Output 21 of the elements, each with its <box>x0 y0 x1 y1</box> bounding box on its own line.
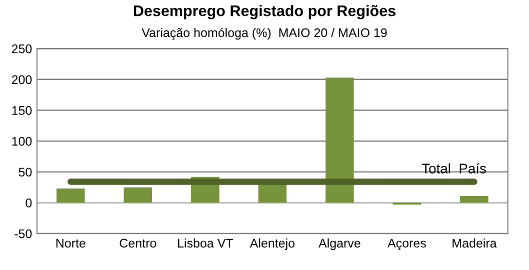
chart-title: Desemprego Registado por Regiões <box>134 4 396 20</box>
y-tick-label: -50 <box>14 229 32 238</box>
ref-line-label: Total País <box>422 163 486 174</box>
x-tick-label: Norte <box>56 238 86 248</box>
x-tick-label: Açores <box>388 238 426 250</box>
y-tick-label: 150 <box>12 106 32 115</box>
x-tick-label: Algarve <box>318 238 360 250</box>
y-tick-label: 100 <box>12 136 32 146</box>
bar <box>326 78 354 203</box>
bar <box>56 188 85 203</box>
bar <box>460 196 488 203</box>
bar <box>124 187 152 203</box>
y-tick-label: 0 <box>26 198 32 208</box>
x-tick-label: Centro <box>120 238 156 248</box>
x-tick-label: Lisboa VT <box>178 238 234 248</box>
chart-subtitle: Variação homóloga (%) MAIO 20 / MAIO 19 <box>142 28 387 40</box>
y-tick-label: 50 <box>18 168 32 177</box>
x-tick-label: Alentejo <box>250 238 294 250</box>
x-tick-label: Madeira <box>452 238 497 248</box>
y-tick-label: 200 <box>12 75 32 84</box>
y-tick-label: 250 <box>12 44 32 54</box>
